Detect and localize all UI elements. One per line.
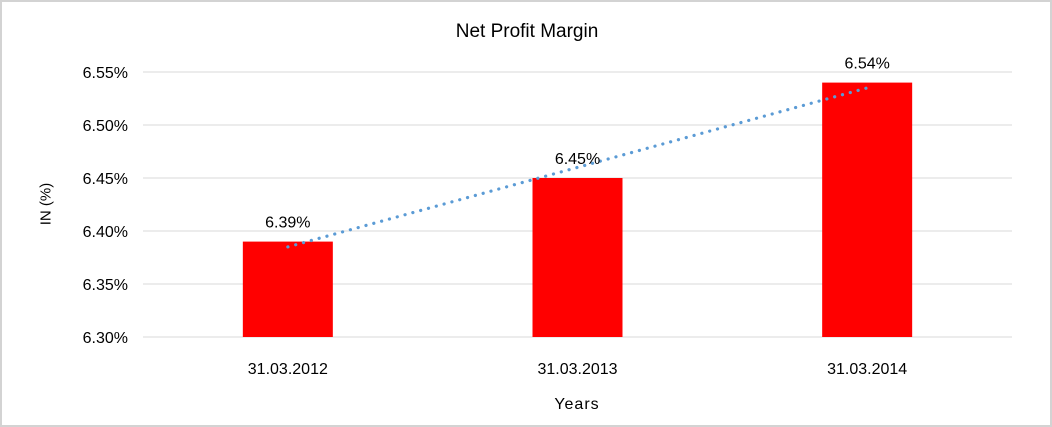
bar-data-label: 6.54% (844, 56, 889, 73)
x-category-label: 31.03.2013 (537, 361, 617, 378)
bar-data-label: 6.39% (265, 215, 310, 232)
y-tick-label: 6.35% (83, 277, 128, 294)
y-tick-label: 6.50% (83, 118, 128, 135)
bar (822, 82, 913, 337)
x-category-label: 31.03.2014 (827, 361, 907, 378)
bar (242, 241, 333, 337)
y-axis-title: IN (%) (38, 183, 55, 226)
y-tick-label: 6.30% (83, 330, 128, 347)
labels-group: 6.30% 6.35% 6.40% 6.45% 6.50% 6.55% 6.39% 31.03… (83, 56, 908, 378)
y-tick-label: 6.45% (83, 171, 128, 188)
bar (532, 178, 623, 337)
trendline-group (286, 86, 869, 249)
bars-group (242, 82, 913, 337)
chart-title: Net Profit Margin (456, 21, 599, 42)
x-axis-title: Years (554, 396, 599, 413)
y-tick-label: 6.55% (83, 65, 128, 82)
x-category-label: 31.03.2012 (248, 361, 328, 378)
trendline (286, 86, 869, 249)
bar-data-label: 6.45% (555, 151, 600, 168)
y-tick-label: 6.40% (83, 224, 128, 241)
